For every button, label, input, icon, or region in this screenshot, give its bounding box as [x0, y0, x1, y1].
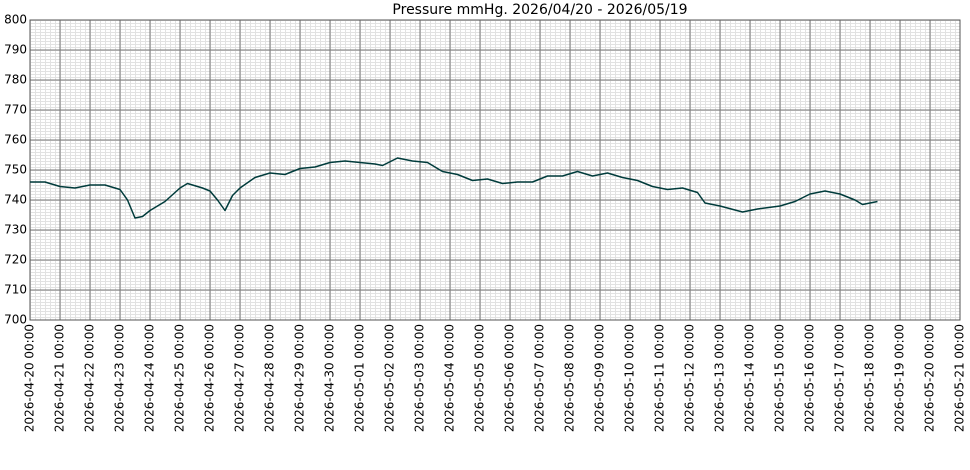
y-tick-label: 790: [4, 43, 27, 57]
x-tick-label: 2026-05-07 00:00: [533, 324, 547, 432]
x-tick-label: 2026-04-30 00:00: [323, 324, 337, 432]
plot-frame: [29, 19, 961, 321]
x-tick-label: 2026-05-18 00:00: [863, 324, 877, 432]
x-tick-label: 2026-04-22 00:00: [83, 324, 97, 432]
x-tick-label: 2026-05-02 00:00: [383, 324, 397, 432]
chart-title: Pressure mmHg. 2026/04/20 - 2026/05/19: [392, 2, 687, 18]
x-tick-label: 2026-05-16 00:00: [803, 324, 817, 432]
x-tick-label: 2026-05-13 00:00: [713, 324, 727, 432]
x-tick-label: 2026-05-17 00:00: [833, 324, 847, 432]
x-tick-label: 2026-04-28 00:00: [263, 324, 277, 432]
x-tick-label: 2026-05-11 00:00: [653, 324, 667, 432]
x-tick-label: 2026-05-08 00:00: [563, 324, 577, 432]
y-tick-label: 700: [4, 313, 27, 327]
x-tick-label: 2026-05-12 00:00: [683, 324, 697, 432]
x-tick-label: 2026-05-04 00:00: [443, 324, 457, 432]
x-tick-label: 2026-04-23 00:00: [113, 324, 127, 432]
y-tick-label: 750: [4, 163, 27, 177]
y-tick-label: 760: [4, 133, 27, 147]
y-tick-label: 780: [4, 73, 27, 87]
x-tick-label: 2026-05-21 00:00: [953, 324, 967, 432]
x-tick-label: 2026-05-09 00:00: [593, 324, 607, 432]
x-tick-label: 2026-05-01 00:00: [353, 324, 367, 432]
x-tick-label: 2026-05-14 00:00: [743, 324, 757, 432]
x-tick-label: 2026-05-06 00:00: [503, 324, 517, 432]
y-tick-label: 770: [4, 103, 27, 117]
x-tick-label: 2026-04-21 00:00: [53, 324, 67, 432]
x-tick-label: 2026-04-26 00:00: [203, 324, 217, 432]
x-tick-label: 2026-04-29 00:00: [293, 324, 307, 432]
y-tick-label: 710: [4, 283, 27, 297]
x-tick-label: 2026-05-10 00:00: [623, 324, 637, 432]
x-tick-label: 2026-05-03 00:00: [413, 324, 427, 432]
y-tick-label: 730: [4, 223, 27, 237]
x-tick-label: 2026-04-27 00:00: [233, 324, 247, 432]
y-tick-label: 720: [4, 253, 27, 267]
x-tick-label: 2026-04-20 00:00: [23, 324, 37, 432]
y-tick-label: 740: [4, 193, 27, 207]
x-tick-label: 2026-05-05 00:00: [473, 324, 487, 432]
x-tick-label: 2026-05-19 00:00: [893, 324, 907, 432]
x-tick-label: 2026-05-20 00:00: [923, 324, 937, 432]
line: [30, 157, 878, 219]
x-tick-label: 2026-05-15 00:00: [773, 324, 787, 432]
x-tick-label: 2026-04-24 00:00: [143, 324, 157, 432]
y-tick-label: 800: [4, 13, 27, 27]
x-tick-label: 2026-04-25 00:00: [173, 324, 187, 432]
